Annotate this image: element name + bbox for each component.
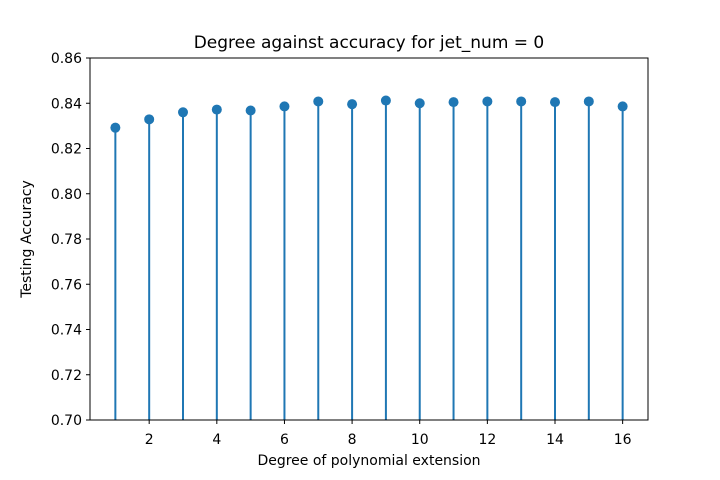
markers-group [110,95,628,133]
stem-marker [617,101,628,112]
stem-marker [516,96,527,107]
stem-marker [279,101,290,112]
x-tick-label: 16 [614,432,632,448]
stem-marker [245,105,256,116]
y-tick-label: 0.82 [51,142,82,158]
y-tick-label: 0.80 [51,187,82,203]
chart-title: Degree against accuracy for jet_num = 0 [194,33,545,53]
stem-marker [583,96,594,107]
y-tick-label: 0.78 [51,232,82,248]
axes-frame [89,57,649,421]
stem-marker [144,114,155,125]
stem-marker [482,96,493,107]
plot-area: 2 4 6 8 10 12 14 16 0.70 0.72 0.74 0.76 0.78 0.80 0.8… [51,51,649,448]
x-tick-label: 14 [546,432,564,448]
x-tick-label: 12 [478,432,496,448]
x-tick-label: 6 [280,432,289,448]
stem-marker [110,122,121,133]
y-tick-label: 0.86 [51,51,82,67]
x-axis-label: Degree of polynomial extension [257,453,480,469]
stem-marker [347,99,358,110]
x-ticks-group: 2 4 6 8 10 12 14 16 [145,420,632,448]
y-tick-label: 0.84 [51,96,82,112]
y-tick-label: 0.70 [51,413,82,429]
x-tick-label: 8 [348,432,357,448]
stem-marker [313,96,324,107]
stem-marker [211,104,222,115]
y-ticks-group: 0.70 0.72 0.74 0.76 0.78 0.80 0.82 0.84 0.86 [51,51,90,429]
stem-marker [448,97,459,108]
y-tick-label: 0.72 [51,368,82,384]
x-tick-label: 10 [411,432,429,448]
stem-marker [380,95,391,106]
stem-marker [178,107,188,118]
y-tick-label: 0.74 [51,323,82,339]
stems-group [114,100,624,420]
x-tick-label: 4 [212,432,221,448]
stem-marker [414,98,425,109]
y-axis-label: Testing Accuracy [19,180,35,299]
x-tick-label: 2 [145,432,154,448]
y-tick-label: 0.76 [51,277,82,293]
stem-marker [550,97,560,108]
